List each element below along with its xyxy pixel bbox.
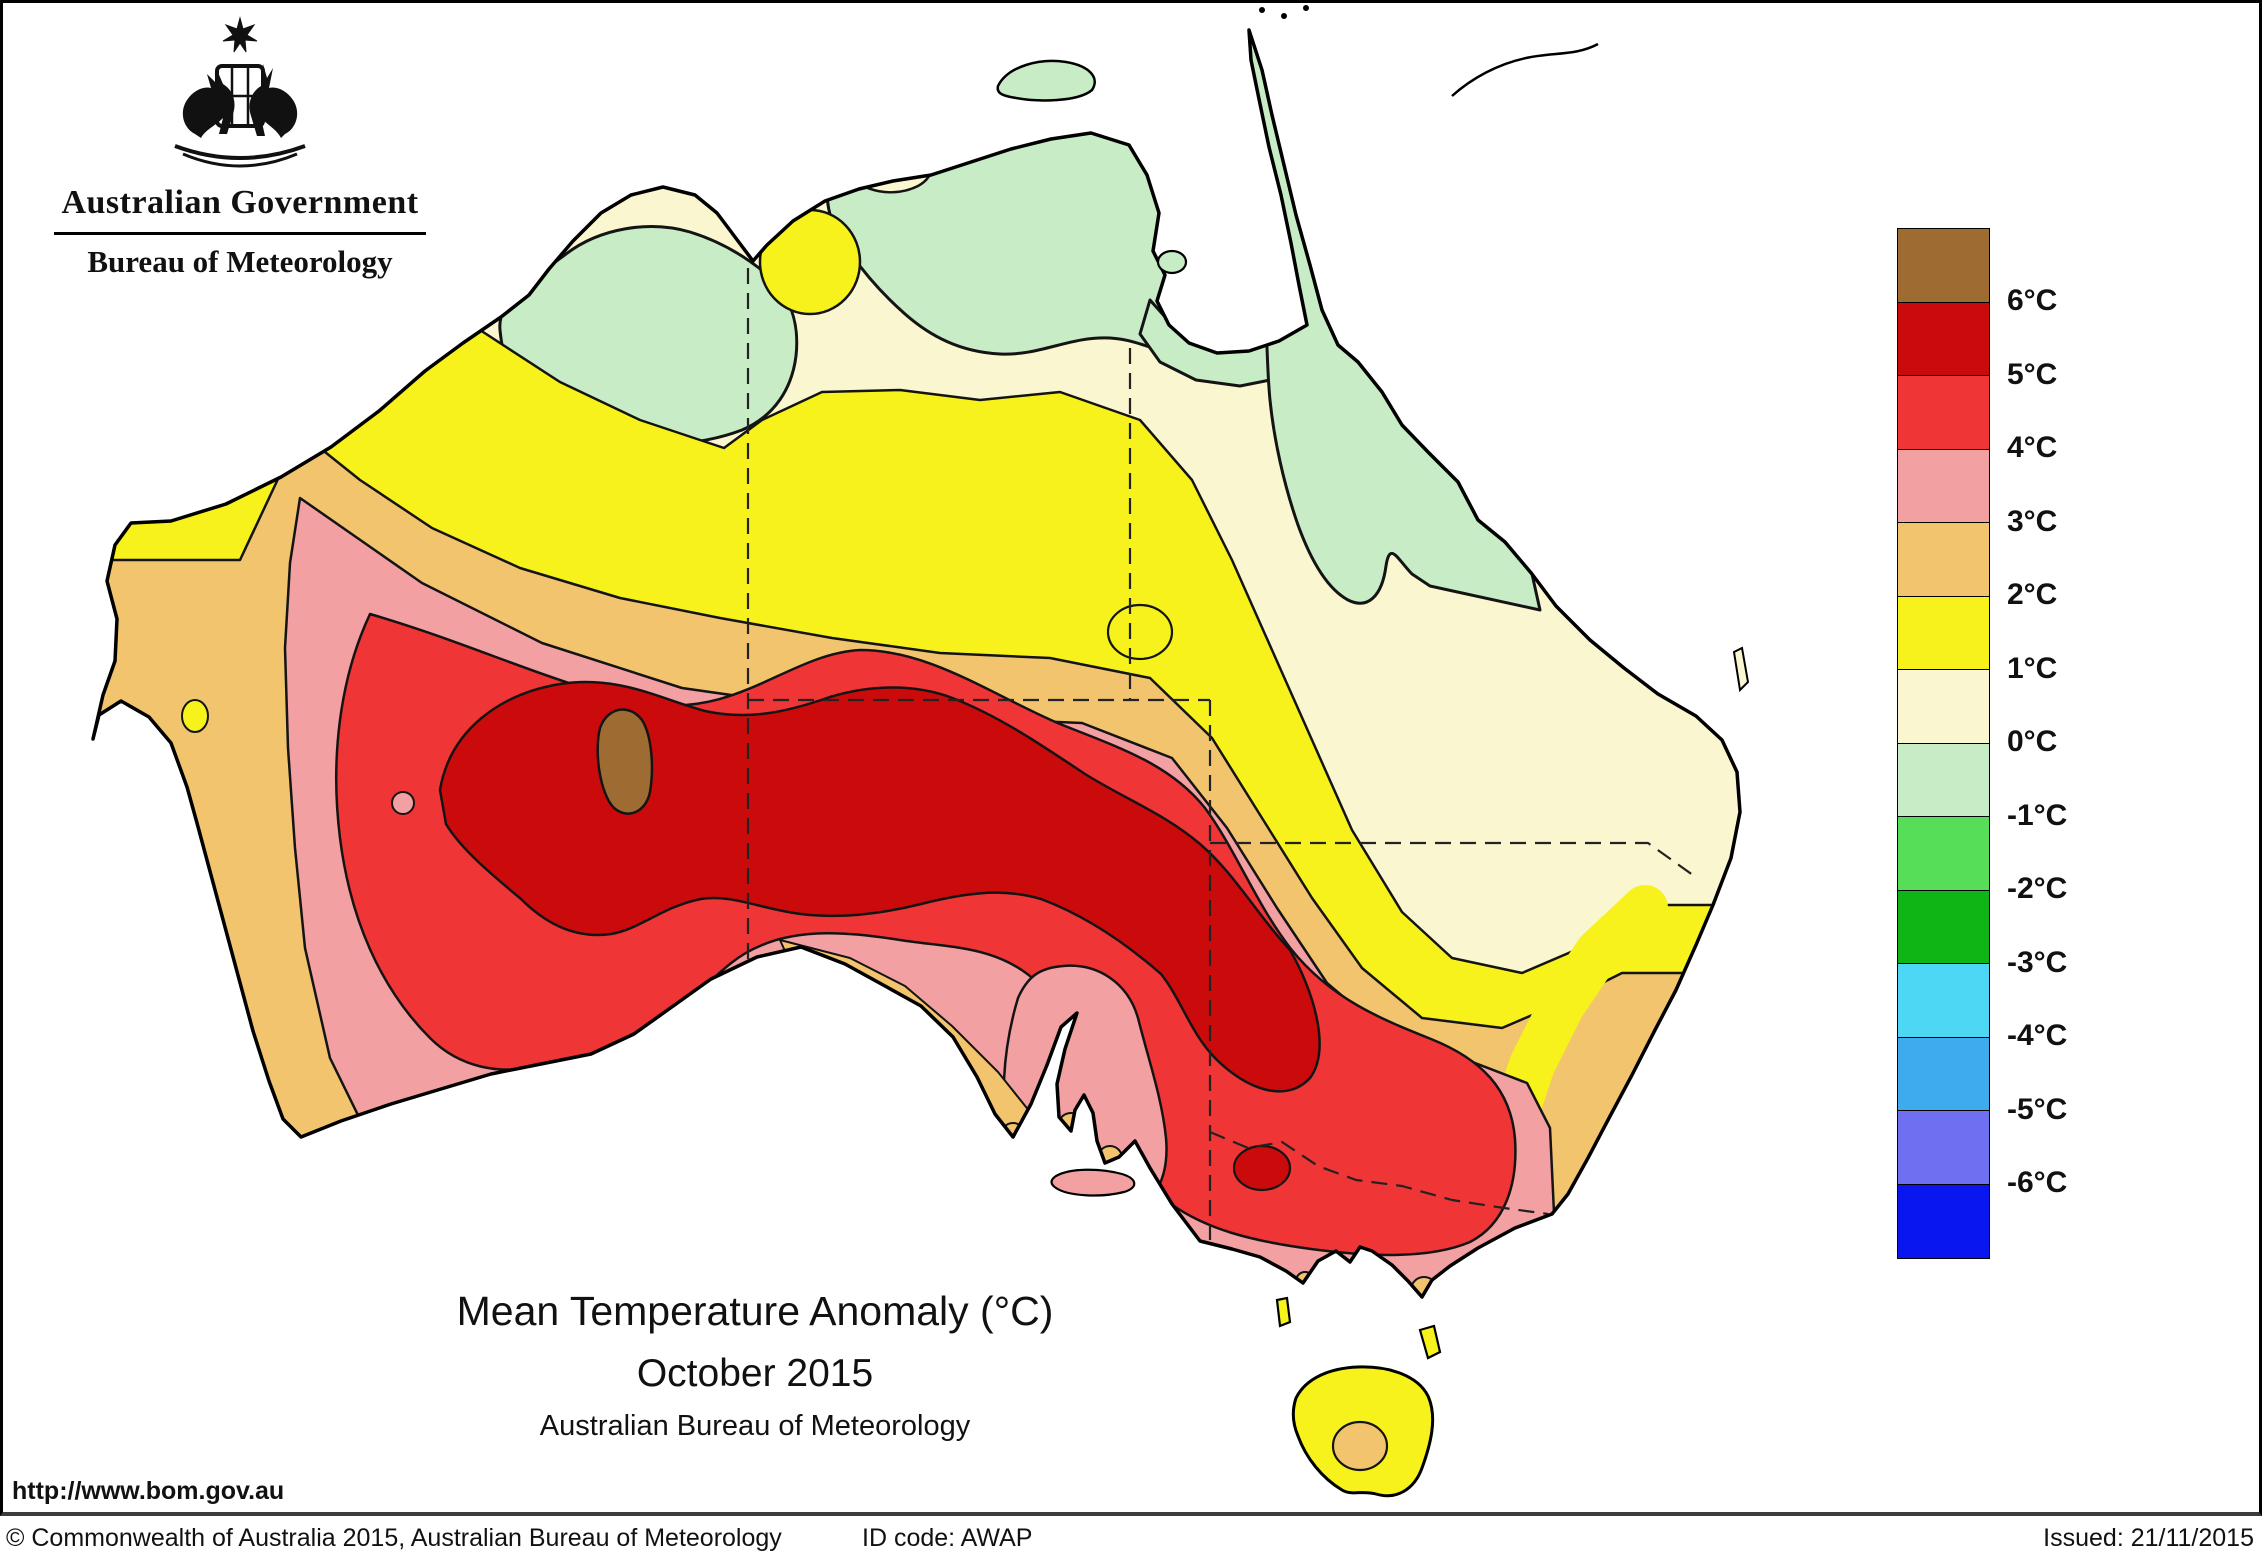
band-1-2-geraldton-spot xyxy=(181,699,209,733)
torres-island-dot xyxy=(1281,13,1287,19)
legend-swatch-neg3-neg2 xyxy=(1898,890,1989,964)
legend-color-bar xyxy=(1897,228,1990,1259)
island-flinders xyxy=(1418,1324,1442,1360)
band-1-2-sw-qld-patch xyxy=(1106,603,1174,661)
legend-swatch-0-1 xyxy=(1898,670,1989,744)
legend-label-neg5: -5°C xyxy=(2007,1093,2068,1126)
map-period: October 2015 xyxy=(636,1352,874,1395)
coastline-mainland xyxy=(91,28,1742,1299)
band-3-4-wa-dot xyxy=(391,791,415,815)
legend-swatch-neg6-neg5 xyxy=(1898,1111,1989,1185)
legend-label-neg3: -3°C xyxy=(2007,946,2068,979)
footer-copyright: © Commonwealth of Australia 2015, Austra… xyxy=(6,1524,782,1552)
commonwealth-star-icon xyxy=(222,16,258,53)
legend-label-neg4: -4°C xyxy=(2007,1019,2068,1052)
border-murray xyxy=(1209,1130,1549,1216)
legend-label-5: 5°C xyxy=(2007,358,2058,391)
footer-issued-date: Issued: 21/11/2015 xyxy=(2043,1524,2254,1552)
legend-label-1: 1°C xyxy=(2007,652,2058,685)
legend-swatch-4-5 xyxy=(1898,376,1989,450)
footer-id-code: ID code: AWAP xyxy=(862,1524,1033,1552)
logo-bureau-text: Bureau of Meteorology xyxy=(87,244,393,279)
coastline-png-sketch xyxy=(1451,42,1599,97)
legend-label-2: 2°C xyxy=(2007,578,2058,611)
logo-divider xyxy=(54,232,426,235)
legend-label-3: 3°C xyxy=(2007,505,2058,538)
legend-swatch-3-4 xyxy=(1898,449,1989,523)
legend-swatch-neg4-neg3 xyxy=(1898,964,1989,1038)
band-5-6-core xyxy=(438,680,1321,1093)
legend-swatch-1-2 xyxy=(1898,596,1989,670)
legend-swatch-5-6 xyxy=(1898,302,1989,376)
legend-label-6: 6°C xyxy=(2007,284,2058,317)
island-king xyxy=(1275,1296,1292,1328)
coat-of-arms-icon xyxy=(174,16,306,168)
band-above-6-spot xyxy=(596,708,654,815)
legend-label-neg1: -1°C xyxy=(2007,799,2068,832)
legend-label-4: 4°C xyxy=(2007,431,2058,464)
island-groote xyxy=(1156,249,1188,275)
legend-swatch-neg2-neg1 xyxy=(1898,817,1989,891)
state-borders xyxy=(746,268,1698,1240)
border-qld-nsw xyxy=(1210,841,1698,879)
bom-logo-block: Australian Government Bureau of Meteorol… xyxy=(30,12,450,280)
legend-swatch-neg1-0 xyxy=(1898,743,1989,817)
wattle-spray-icon xyxy=(182,152,298,168)
island-melville xyxy=(996,59,1096,102)
legend-swatch-2-3 xyxy=(1898,523,1989,597)
legend-label-0: 0°C xyxy=(2007,725,2058,758)
map-title: Mean Temperature Anomaly (°C) xyxy=(456,1288,1054,1334)
legend-label-neg2: -2°C xyxy=(2007,872,2068,905)
legend-swatch-below-neg6 xyxy=(1898,1184,1989,1258)
wattle-spray-icon xyxy=(174,144,306,160)
kangaroo-icon xyxy=(182,70,235,138)
band-5-6-nw-victoria-blob xyxy=(1232,1144,1292,1192)
band-2-3-tasmania-patch xyxy=(1331,1420,1389,1472)
emu-icon xyxy=(249,64,298,138)
logo-government-text: Australian Government xyxy=(61,184,419,221)
legend-label-neg6: -6°C xyxy=(2007,1166,2068,1199)
legend-swatch-above6 xyxy=(1898,229,1989,303)
legend-swatch-neg5-neg4 xyxy=(1898,1037,1989,1111)
torres-island-dot xyxy=(1259,7,1265,13)
map-org: Australian Bureau of Meteorology xyxy=(539,1410,971,1442)
island-fraser xyxy=(1732,646,1750,693)
map-frame-border xyxy=(0,0,2262,1516)
island-kangaroo xyxy=(1050,1168,1136,1197)
torres-island-dot xyxy=(1303,5,1309,11)
band-1-2-nt-oval xyxy=(758,208,862,316)
bom-url: http://www.bom.gov.au xyxy=(12,1477,285,1505)
